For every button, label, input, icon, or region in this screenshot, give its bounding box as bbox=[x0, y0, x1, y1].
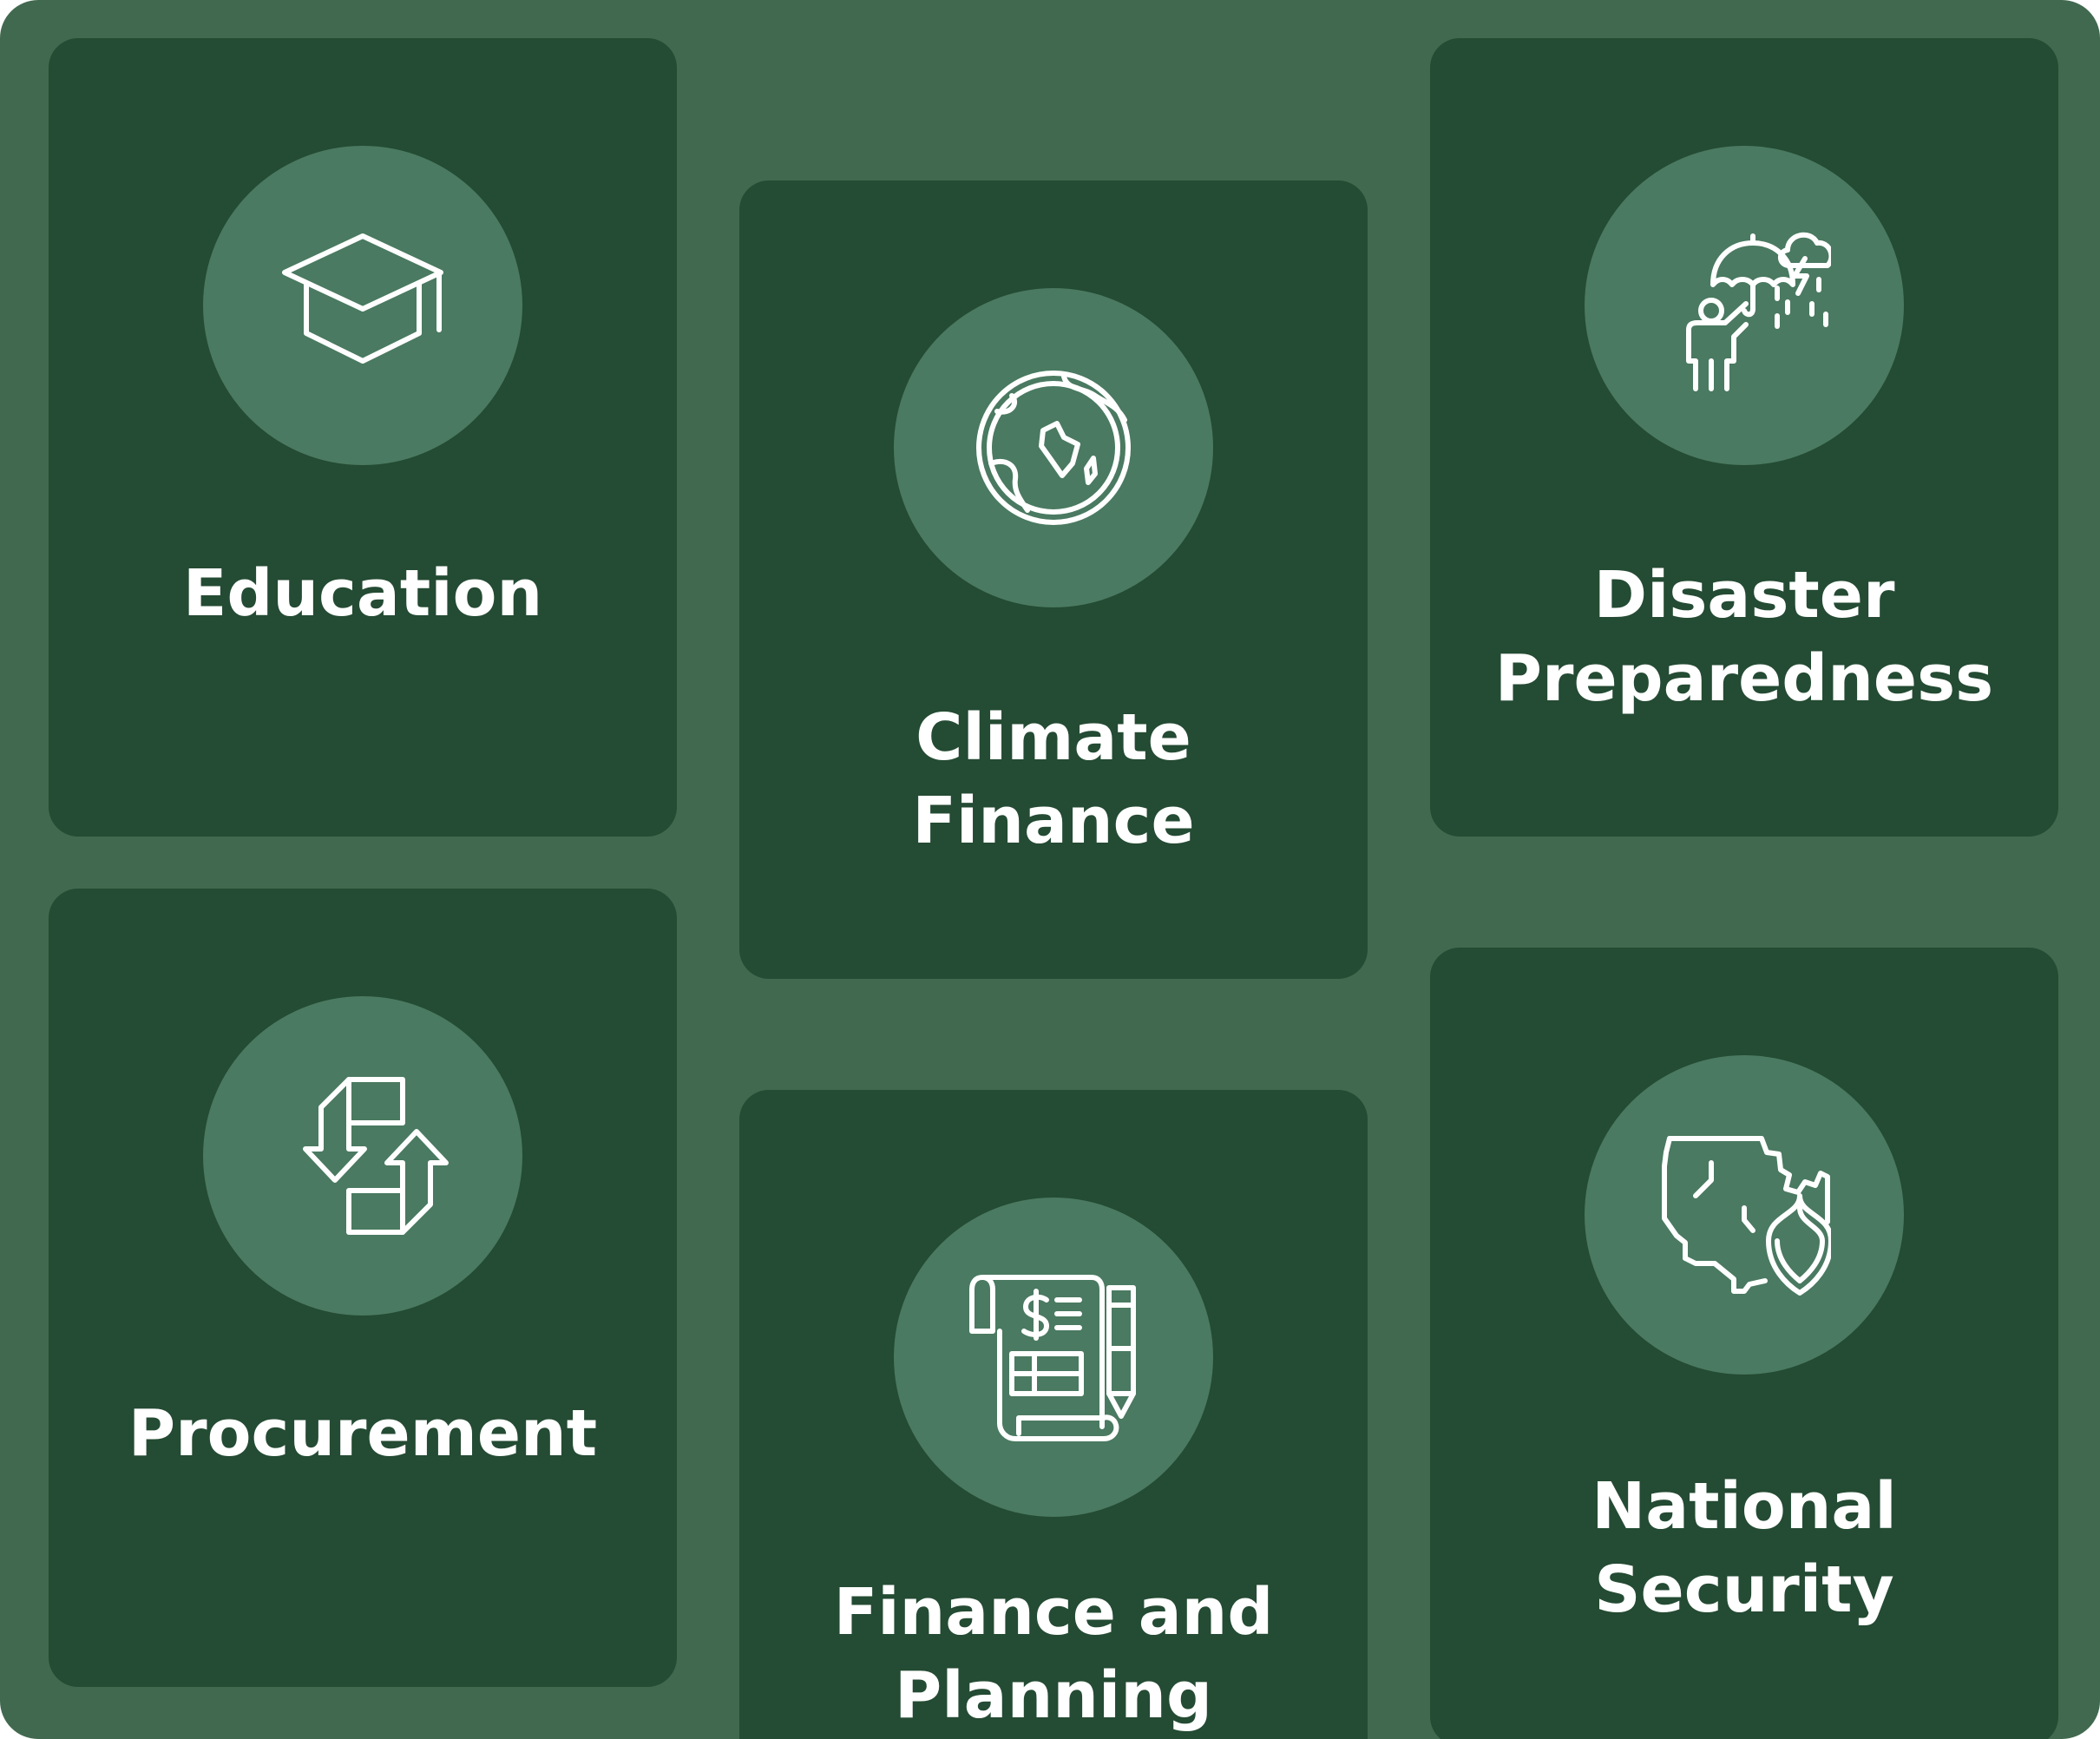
exchange-arrows-icon bbox=[303, 1077, 449, 1235]
card-procurement[interactable]: Procurement bbox=[49, 889, 677, 1687]
graduation-cap-icon bbox=[282, 233, 443, 364]
card-label: Education bbox=[182, 556, 543, 631]
globe-icon bbox=[976, 371, 1131, 525]
umbrella-storm-icon bbox=[1686, 232, 1831, 391]
icon-badge bbox=[203, 996, 522, 1316]
icon-badge bbox=[894, 288, 1213, 607]
icon-badge bbox=[203, 146, 522, 465]
card-label: Disaster Preparedness bbox=[1494, 558, 1994, 716]
icon-badge bbox=[894, 1198, 1213, 1517]
card-education[interactable]: Education bbox=[49, 38, 677, 837]
icon-badge bbox=[1585, 146, 1904, 465]
card-label: Climate Finance bbox=[912, 700, 1195, 858]
card-disaster-preparedness[interactable]: Disaster Preparedness bbox=[1430, 38, 2058, 837]
card-climate-finance[interactable]: Climate Finance bbox=[739, 180, 1368, 979]
map-shield-icon bbox=[1662, 1136, 1831, 1296]
card-finance-and-planning[interactable]: Finance and Planning bbox=[739, 1090, 1368, 1739]
card-label: National Security bbox=[1591, 1469, 1897, 1627]
card-label: Finance and Planning bbox=[833, 1575, 1274, 1733]
card-label: Procurement bbox=[128, 1396, 598, 1471]
icon-badge bbox=[1585, 1055, 1904, 1375]
card-national-security[interactable]: National Security bbox=[1430, 948, 2058, 1739]
budget-document-icon bbox=[969, 1275, 1136, 1441]
